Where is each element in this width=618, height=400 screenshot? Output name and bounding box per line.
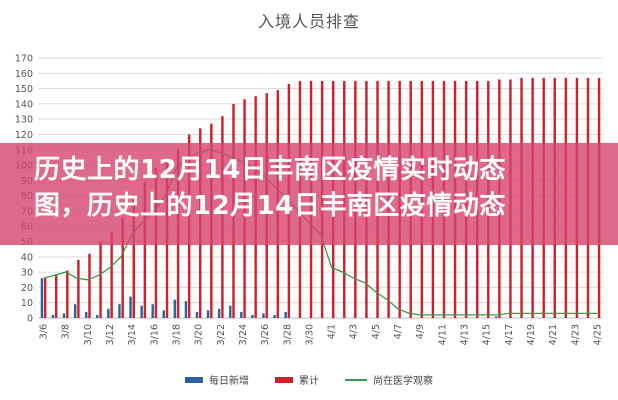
x-tick-label: 4/17 bbox=[504, 324, 515, 345]
y-tick-label: 170 bbox=[15, 54, 33, 65]
legend-item-observation: 尚在医学观察 bbox=[345, 372, 433, 387]
y-tick-label: 150 bbox=[15, 84, 33, 95]
x-tick-label: 3/8 bbox=[61, 324, 72, 339]
x-tick-label: 4/15 bbox=[482, 324, 493, 345]
legend-item-daily: 每日新增 bbox=[185, 372, 249, 387]
bar-cumulative bbox=[99, 241, 102, 318]
x-tick-label: 3/6 bbox=[39, 324, 50, 339]
x-tick-label: 4/23 bbox=[570, 324, 581, 345]
banner-line-1: 历史上的12月14日丰南区疫情实时动态 bbox=[34, 155, 506, 185]
chart-legend: 每日新增 累计 尚在医学观察 bbox=[0, 372, 618, 387]
bar-cumulative bbox=[88, 253, 91, 318]
bar-cumulative bbox=[143, 181, 147, 318]
bar-daily bbox=[162, 310, 166, 318]
chart-title: 入境人员排查 bbox=[257, 12, 360, 31]
bar-daily bbox=[96, 314, 99, 318]
overlay-banner bbox=[0, 143, 618, 245]
y-tick-label: 20 bbox=[21, 283, 33, 294]
legend-item-cumulative: 累计 bbox=[275, 372, 319, 387]
legend-swatch-daily bbox=[185, 376, 203, 383]
y-tick-label: 120 bbox=[15, 130, 33, 141]
x-tick-label: 4/11 bbox=[437, 324, 448, 345]
bar-daily bbox=[494, 316, 498, 318]
bar-daily bbox=[229, 305, 232, 318]
x-tick-label: 3/30 bbox=[304, 324, 315, 345]
x-tick-label: 3/16 bbox=[149, 324, 160, 345]
bar-daily bbox=[173, 299, 177, 318]
x-tick-label: 4/3 bbox=[349, 324, 360, 339]
x-tick-label: 3/10 bbox=[83, 324, 94, 345]
bar-daily bbox=[217, 308, 221, 318]
x-tick-label: 3/26 bbox=[260, 324, 271, 345]
x-tick-label: 4/5 bbox=[371, 324, 382, 339]
x-tick-label: 4/19 bbox=[526, 324, 537, 345]
bar-cumulative bbox=[121, 217, 124, 318]
bar-daily bbox=[284, 311, 287, 318]
y-tick-label: 10 bbox=[21, 298, 33, 309]
x-tick-label: 3/28 bbox=[282, 324, 293, 345]
x-tick-label: 3/22 bbox=[216, 324, 227, 345]
banner-line-2: 图，历史上的12月14日丰南区疫情动态 bbox=[34, 191, 506, 221]
bar-daily bbox=[206, 310, 210, 318]
y-tick-label: 140 bbox=[15, 99, 33, 110]
bar-daily bbox=[251, 314, 254, 318]
bar-cumulative bbox=[77, 259, 80, 318]
bar-daily bbox=[40, 278, 44, 318]
bar-daily bbox=[129, 296, 132, 318]
bar-cumulative bbox=[132, 194, 136, 318]
bar-daily bbox=[51, 314, 55, 318]
x-tick-label: 3/18 bbox=[172, 324, 183, 345]
x-tick-label: 3/20 bbox=[194, 324, 205, 345]
y-tick-label: 40 bbox=[21, 252, 33, 263]
x-tick-label: 4/25 bbox=[593, 324, 604, 345]
bar-cumulative bbox=[55, 275, 58, 318]
y-tick-label: 160 bbox=[15, 69, 33, 80]
y-tick-label: 30 bbox=[21, 268, 33, 279]
bar-daily bbox=[85, 311, 88, 318]
bar-daily bbox=[184, 301, 188, 318]
x-tick-label: 3/24 bbox=[238, 324, 249, 345]
x-tick-label: 4/9 bbox=[415, 324, 426, 339]
bar-daily bbox=[151, 304, 154, 318]
bar-daily bbox=[262, 313, 265, 318]
bar-cumulative bbox=[43, 278, 47, 318]
x-tick-label: 4/13 bbox=[460, 324, 471, 345]
bar-daily bbox=[118, 304, 121, 318]
y-tick-label: 0 bbox=[27, 314, 33, 325]
legend-label-observation: 尚在医学观察 bbox=[373, 376, 433, 387]
x-tick-label: 4/7 bbox=[393, 324, 404, 339]
bar-daily bbox=[73, 304, 77, 318]
x-tick-label: 3/14 bbox=[127, 324, 138, 345]
bar-daily bbox=[240, 311, 243, 318]
x-tick-label: 4/1 bbox=[327, 324, 338, 339]
bar-daily bbox=[62, 313, 66, 318]
x-tick-label: 3/12 bbox=[105, 324, 116, 345]
bar-daily bbox=[273, 314, 276, 318]
bar-cumulative bbox=[66, 270, 69, 318]
legend-label-cumulative: 累计 bbox=[299, 376, 319, 387]
legend-label-daily: 每日新增 bbox=[209, 376, 249, 387]
overlay-banner-text: 历史上的12月14日丰南区疫情实时动态 图，历史上的12月14日丰南区疫情动态 bbox=[34, 152, 618, 224]
x-tick-label: 4/21 bbox=[548, 324, 559, 345]
legend-swatch-cumulative bbox=[275, 376, 293, 383]
bar-daily bbox=[195, 311, 199, 318]
bar-cumulative bbox=[110, 232, 113, 318]
bar-daily bbox=[140, 305, 143, 318]
legend-swatch-observation bbox=[345, 378, 367, 381]
bar-daily bbox=[107, 308, 110, 318]
y-tick-label: 130 bbox=[15, 115, 33, 126]
